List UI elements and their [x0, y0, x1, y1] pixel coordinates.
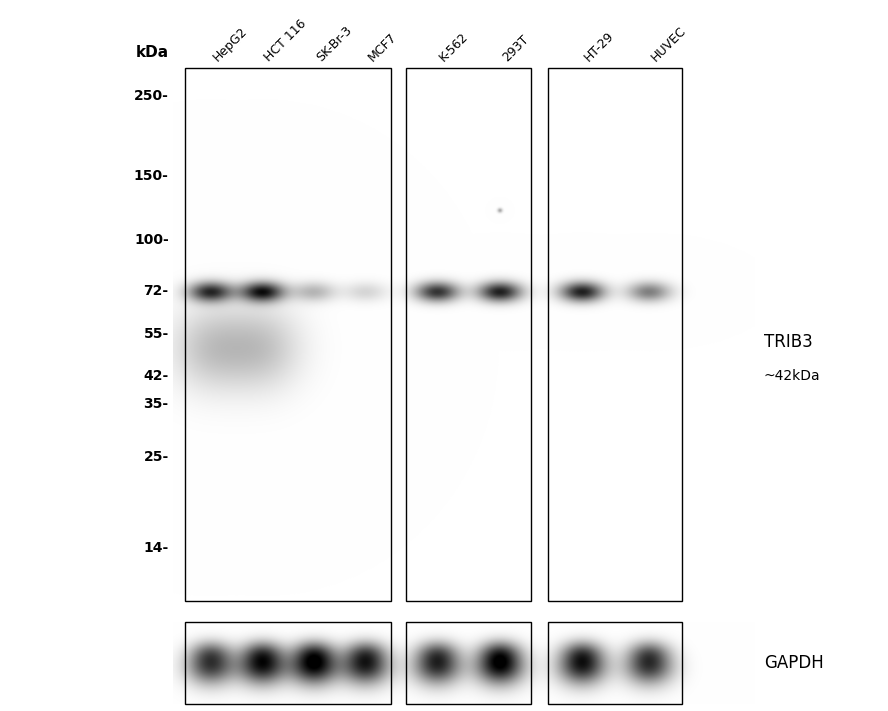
Text: SK-Br-3: SK-Br-3 — [313, 23, 354, 64]
Text: 14-: 14- — [144, 541, 169, 555]
Bar — [185, 622, 392, 704]
Text: 35-: 35- — [144, 397, 169, 412]
Text: 100-: 100- — [134, 232, 169, 247]
Text: GAPDH: GAPDH — [764, 654, 823, 672]
Text: 55-: 55- — [144, 326, 169, 341]
Bar — [406, 622, 531, 704]
Bar — [548, 622, 682, 704]
Text: HUVEC: HUVEC — [648, 24, 689, 64]
Bar — [406, 68, 531, 601]
Text: 25-: 25- — [144, 450, 169, 464]
Text: 150-: 150- — [134, 169, 169, 183]
Text: MCF7: MCF7 — [366, 31, 399, 64]
Bar — [185, 68, 392, 601]
Text: 72-: 72- — [144, 284, 169, 299]
Text: TRIB3: TRIB3 — [764, 333, 813, 351]
Text: kDa: kDa — [136, 46, 169, 60]
Text: HT-29: HT-29 — [582, 29, 616, 64]
Text: HCT 116: HCT 116 — [262, 17, 309, 64]
Text: 250-: 250- — [134, 89, 169, 103]
Text: K-562: K-562 — [437, 30, 472, 64]
Bar — [548, 68, 682, 601]
Text: 293T: 293T — [500, 33, 531, 64]
Text: 42-: 42- — [144, 369, 169, 383]
Text: HepG2: HepG2 — [210, 25, 250, 64]
Text: ~42kDa: ~42kDa — [764, 369, 821, 383]
